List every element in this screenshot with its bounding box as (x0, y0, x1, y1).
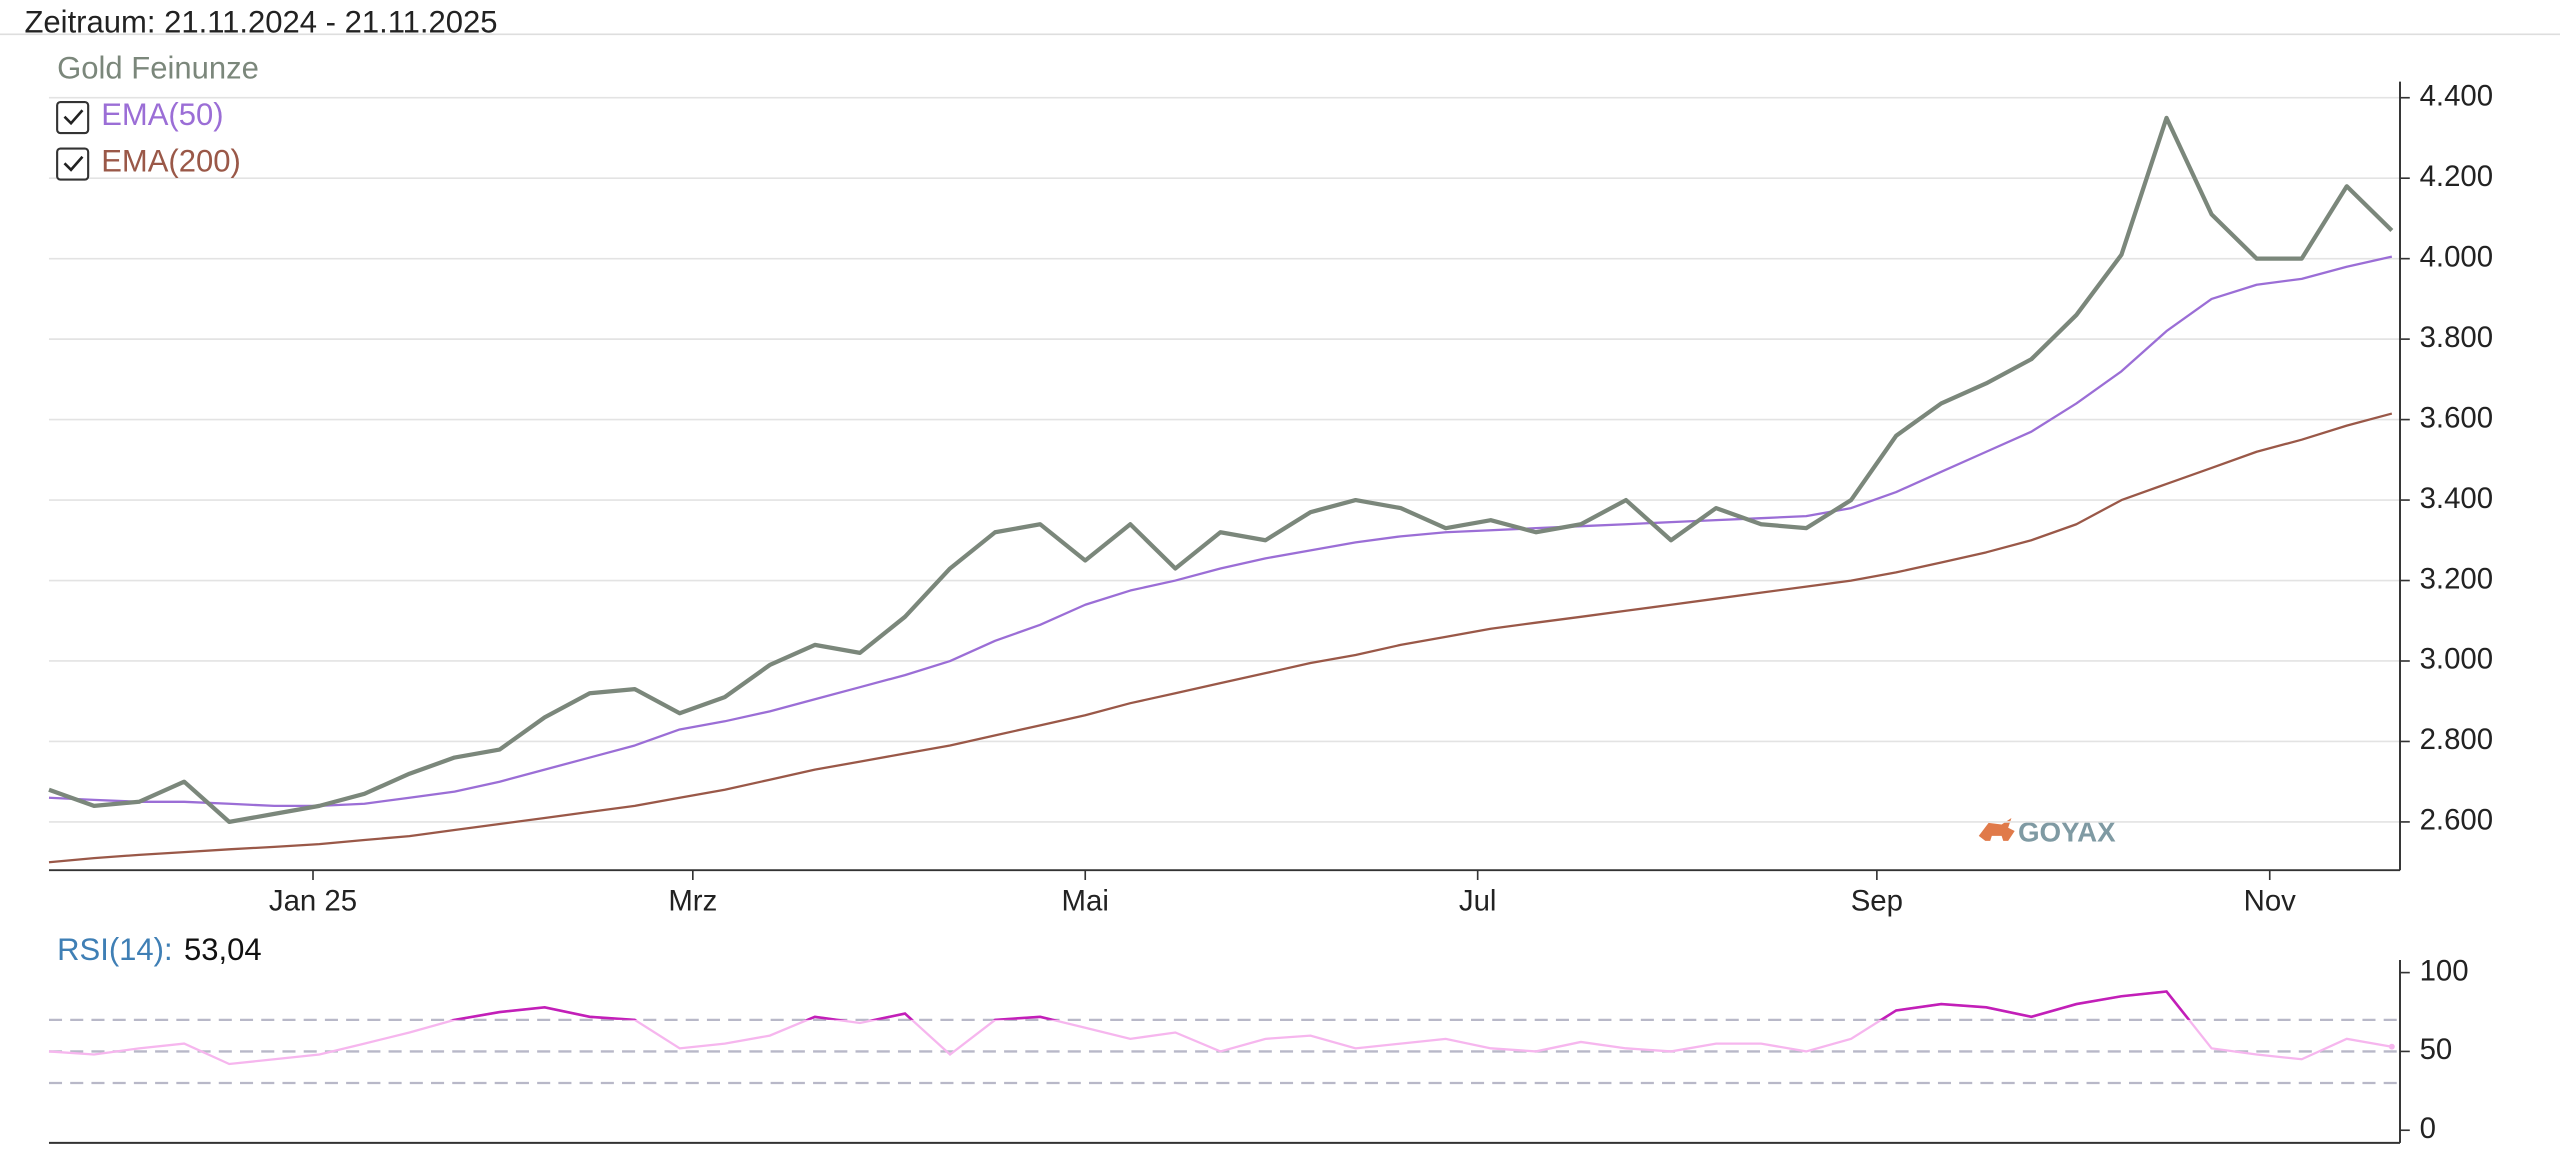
y-tick-label: 3.200 (2420, 562, 2494, 595)
checkbox-tick (63, 109, 84, 126)
y-tick-label: 100 (2420, 954, 2469, 987)
y-tick-label: 3.800 (2420, 321, 2494, 354)
x-tick-label: Jan 25 (269, 885, 357, 918)
legend-checkbox[interactable] (56, 100, 90, 135)
y-tick-label: 4.400 (2420, 79, 2494, 112)
price-line (48, 255, 2393, 808)
checkbox-tick (63, 155, 84, 172)
legend-checkbox[interactable] (56, 147, 90, 181)
x-tick-label: Mai (1062, 885, 1109, 918)
rsi-label: RSI(14): (57, 932, 172, 967)
x-tick-label: Jul (1459, 885, 1497, 918)
x-tick-label: Sep (1851, 885, 1903, 918)
y-tick-label: 2.800 (2420, 723, 2494, 756)
rsi-line (48, 990, 2393, 1066)
y-tick-label: 3.000 (2420, 643, 2494, 676)
legend-label: EMA(50) (101, 97, 223, 132)
legend-label: EMA(200) (101, 143, 241, 178)
watermark-icon (1978, 817, 2015, 841)
rsi-value: 53,04 (184, 932, 262, 967)
y-tick-label: 3.400 (2420, 482, 2494, 515)
x-tick-label: Nov (2244, 885, 2297, 918)
y-tick-label: 50 (2420, 1033, 2453, 1066)
rsi-overbought-line (449, 990, 2191, 1020)
rsi-current-point (2388, 1043, 2395, 1050)
y-tick-label: 0 (2420, 1112, 2436, 1145)
y-tick-label: 4.200 (2420, 160, 2494, 193)
price-line (48, 412, 2393, 864)
price-line (48, 115, 2394, 825)
legend-label: Gold Feinunze (57, 50, 259, 85)
x-tick-label: Mrz (668, 885, 717, 918)
legend: Gold Feinunze EMA(50) EMA(200) (56, 50, 259, 181)
y-tick-label: 3.600 (2420, 401, 2494, 434)
y-tick-label: 2.600 (2420, 804, 2494, 837)
y-tick-label: 4.000 (2420, 240, 2494, 273)
